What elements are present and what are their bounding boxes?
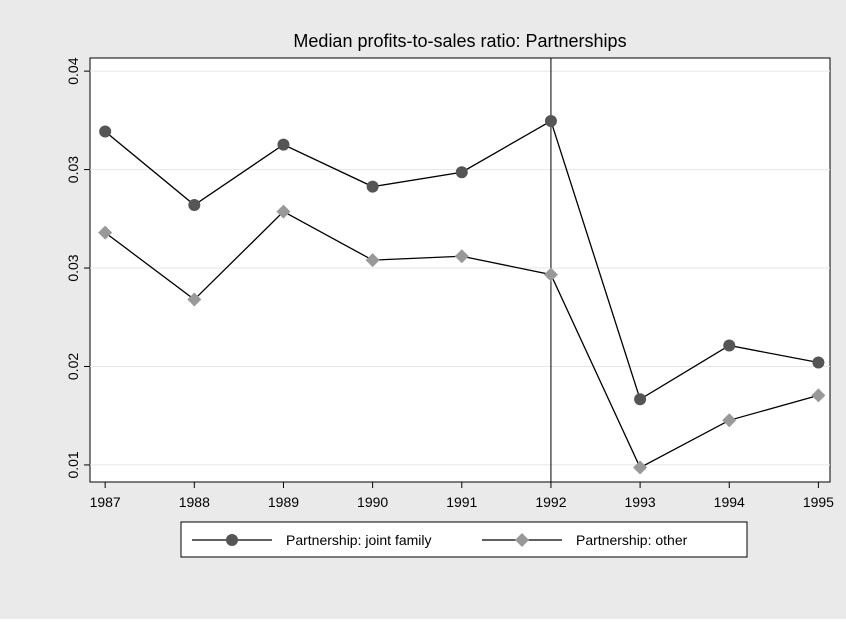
x-tick-label: 1992 <box>535 494 566 510</box>
marker <box>99 125 112 138</box>
marker <box>543 267 558 282</box>
x-tick-label: 1991 <box>446 494 477 510</box>
x-tick-label: 1988 <box>179 494 210 510</box>
legend-label: Partnership: other <box>576 532 688 548</box>
y-tick-label: 0.04 <box>65 57 81 84</box>
marker <box>515 533 529 547</box>
marker <box>811 388 826 403</box>
x-tick-label: 1990 <box>357 494 388 510</box>
y-tick-label: 0.01 <box>65 451 81 478</box>
x-tick-label: 1995 <box>803 494 834 510</box>
x-tick-label: 1993 <box>625 494 656 510</box>
plot-area <box>89 57 831 483</box>
y-tick-label: 0.03 <box>65 156 81 183</box>
marker <box>544 115 557 128</box>
marker <box>455 166 468 179</box>
marker <box>276 204 291 219</box>
legend-label: Partnership: joint family <box>286 532 432 548</box>
y-tick-label: 0.02 <box>65 353 81 380</box>
marker <box>365 253 380 268</box>
marker <box>454 249 469 264</box>
marker <box>633 460 648 475</box>
x-tick-label: 1989 <box>268 494 299 510</box>
marker <box>226 534 238 546</box>
x-tick-label: 1987 <box>90 494 121 510</box>
marker <box>98 225 113 240</box>
marker <box>277 138 290 151</box>
x-tick-label: 1994 <box>714 494 745 510</box>
legend <box>180 521 748 558</box>
marker <box>366 180 379 193</box>
chart-title: Median profits-to-sales ratio: Partnersh… <box>293 31 626 51</box>
marker <box>812 356 825 369</box>
marker <box>634 393 647 406</box>
marker <box>188 199 201 212</box>
marker <box>187 292 202 307</box>
marker <box>722 413 737 428</box>
marker <box>723 339 736 352</box>
y-tick-label: 0.03 <box>65 254 81 281</box>
